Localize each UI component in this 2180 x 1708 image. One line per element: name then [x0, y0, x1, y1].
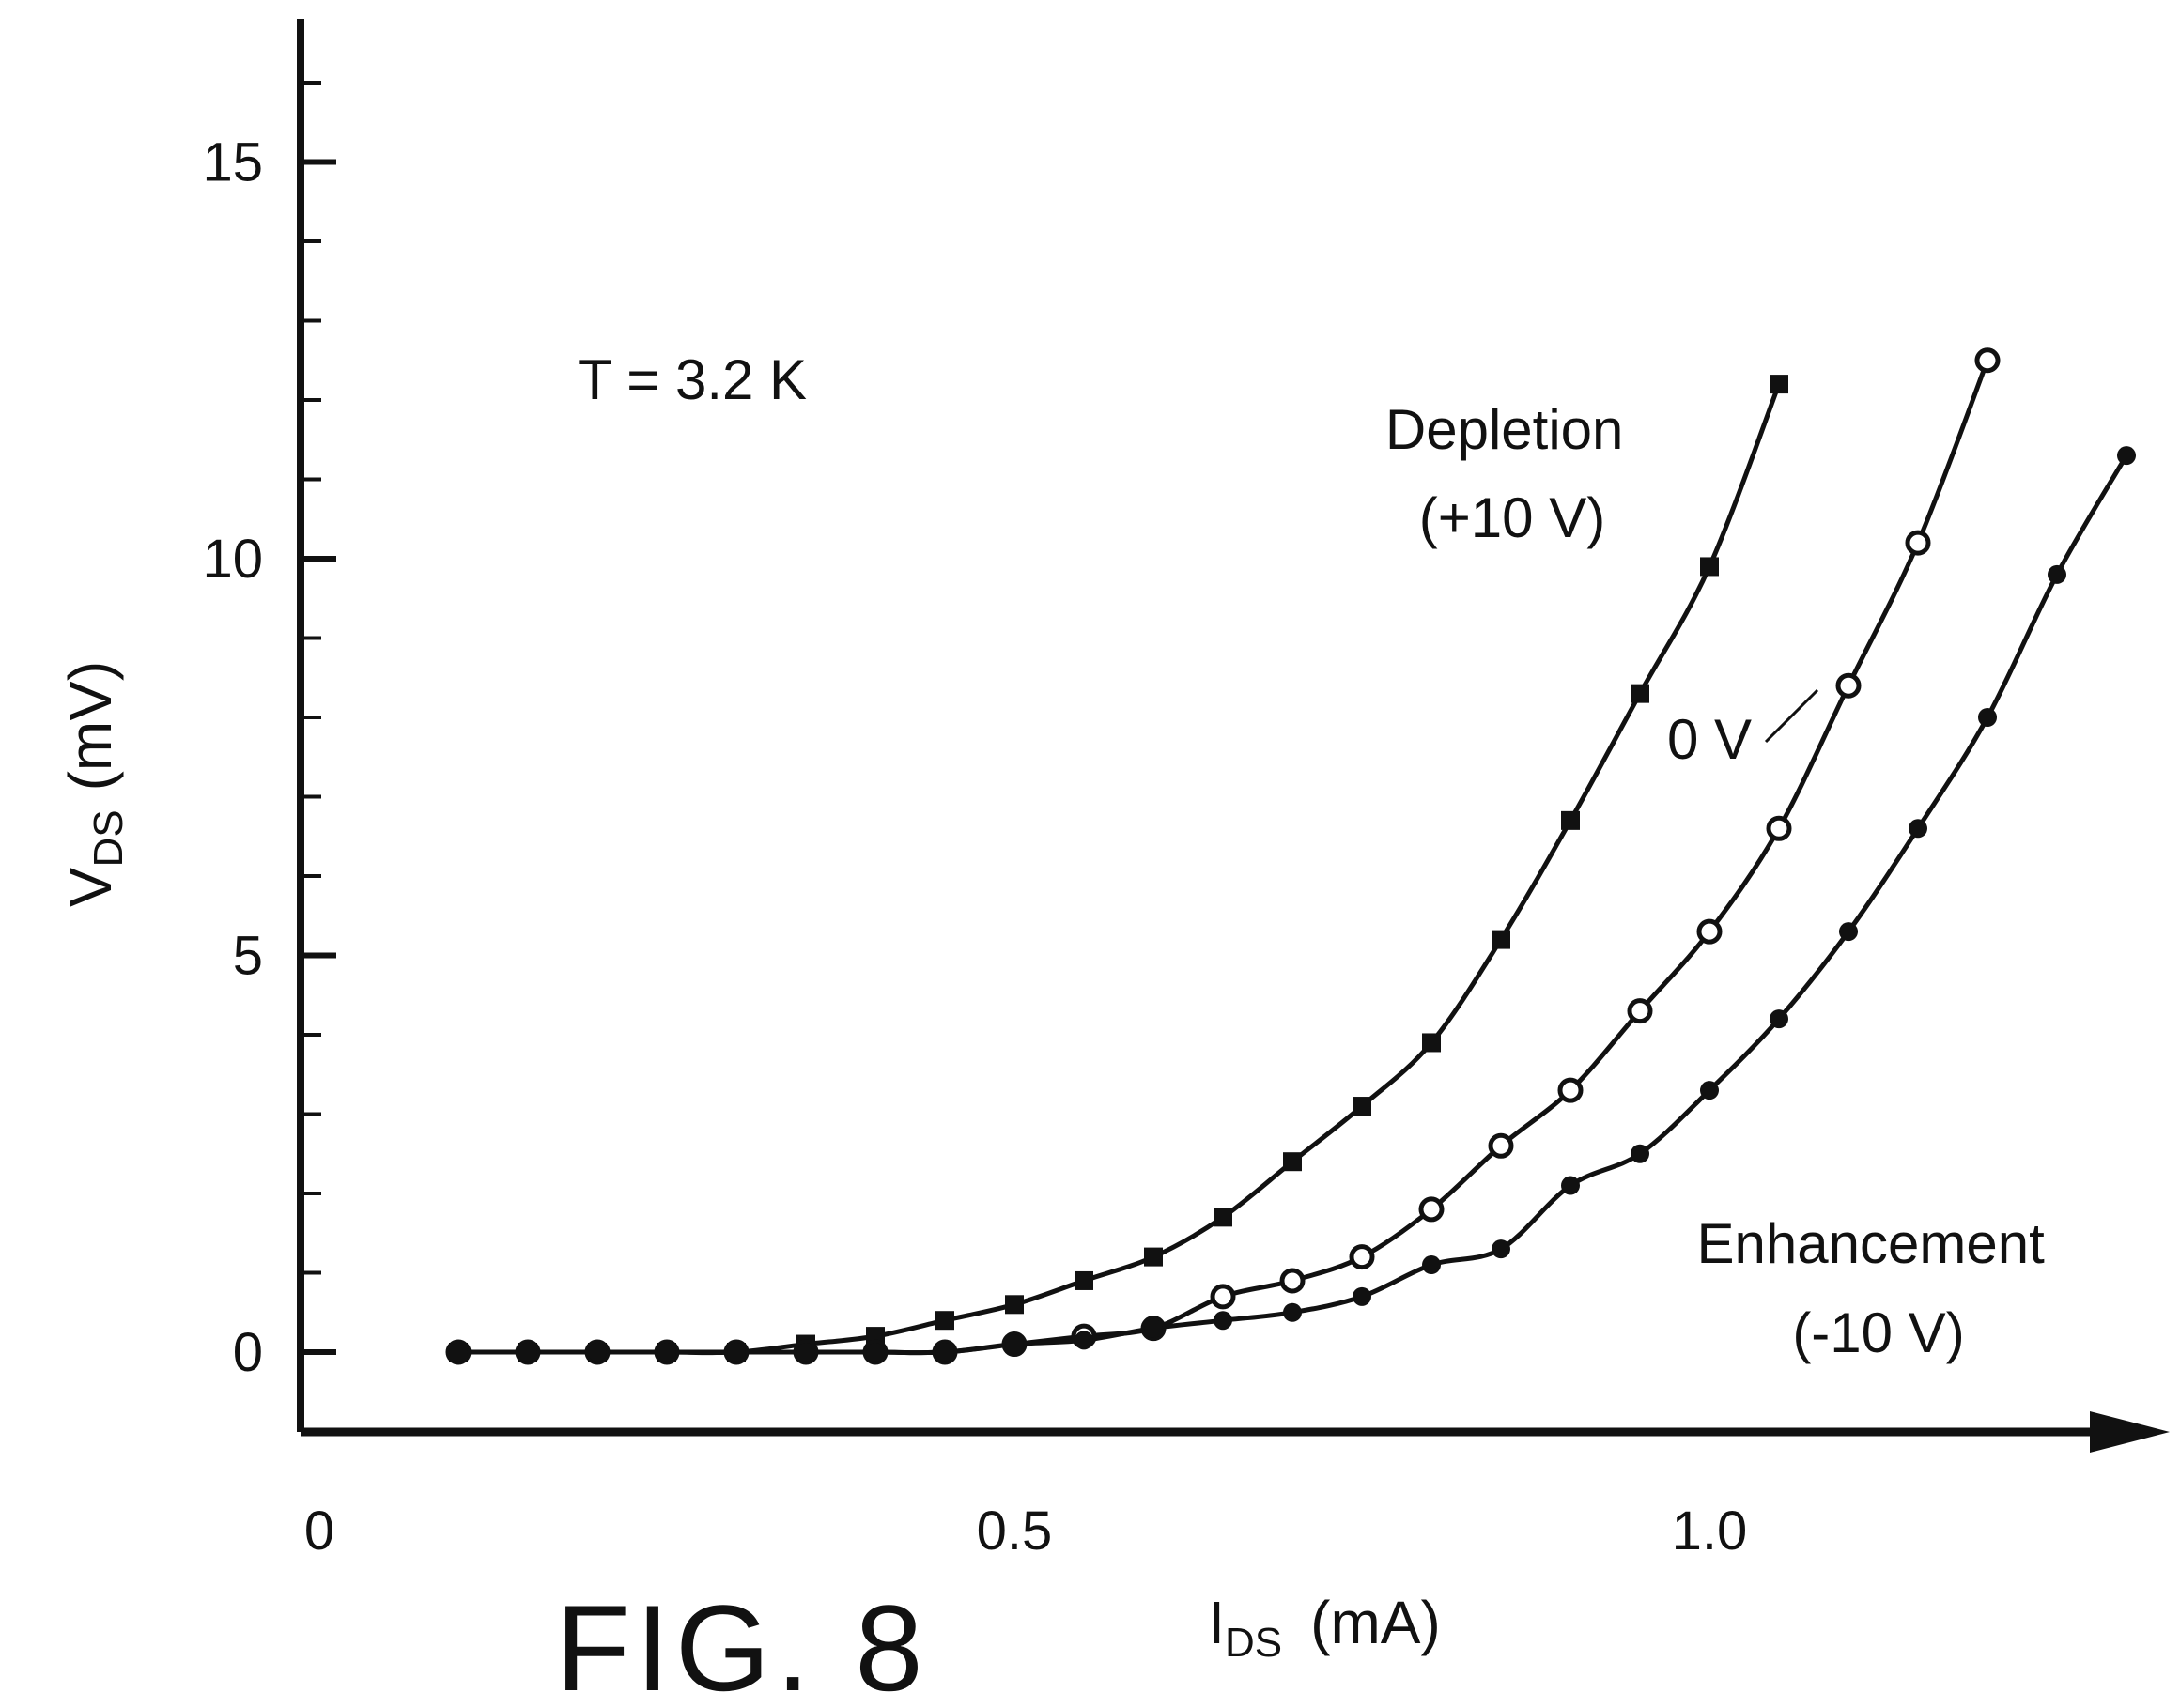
point-zero-bias — [1557, 1077, 1584, 1103]
series-line-zero-bias — [456, 358, 1990, 1356]
series-label-depletion-line2: (+10 V) — [1419, 486, 1605, 549]
x-axis-label: IDS (mA) — [1208, 1589, 1441, 1666]
y-axis-label: VDS (mV) — [56, 661, 131, 907]
point-depletion — [1005, 1295, 1024, 1315]
point-depletion — [1214, 1208, 1232, 1227]
series-label-enhancement-line1: Enhancement — [1697, 1212, 2046, 1275]
x-axis-label-main: I — [1208, 1589, 1225, 1656]
axes — [297, 19, 2170, 1453]
y-axis-label-main: V — [56, 867, 124, 907]
point-depletion — [1422, 1033, 1441, 1053]
point-enhancement — [1144, 1318, 1163, 1338]
x-axis-label-sub: DS — [1225, 1620, 1282, 1666]
series-label-depletion: Depletion (+10 V) — [1385, 398, 1639, 549]
point-enhancement — [1214, 1311, 1232, 1331]
point-depletion — [1144, 1247, 1163, 1267]
point-enhancement — [1005, 1334, 1024, 1354]
markers — [445, 347, 2136, 1365]
point-enhancement — [1909, 819, 1927, 839]
point-enhancement — [1978, 708, 1997, 727]
y-axis-label-unit: (mV) — [56, 661, 124, 792]
point-enhancement — [1631, 1144, 1649, 1163]
temperature-annotation: T = 3.2 K — [578, 348, 807, 411]
point-enhancement — [449, 1343, 468, 1362]
point-zero-bias — [1418, 1196, 1445, 1223]
point-zero-bias — [1974, 347, 2001, 374]
point-enhancement — [1353, 1286, 1371, 1306]
y-tick-label: 0 — [233, 1322, 263, 1383]
y-tick-label: 15 — [202, 132, 263, 193]
y-tick-label: 10 — [202, 529, 263, 590]
point-enhancement — [1700, 1081, 1719, 1100]
point-zero-bias — [1279, 1268, 1306, 1294]
series-label-enhancement-line2: (-10 V) — [1792, 1301, 1964, 1364]
point-zero-bias — [1210, 1284, 1236, 1310]
point-enhancement — [1422, 1255, 1441, 1275]
point-enhancement — [1283, 1302, 1302, 1322]
point-depletion — [935, 1311, 954, 1331]
point-zero-bias — [1488, 1132, 1514, 1159]
x-axis-arrow — [2090, 1411, 2170, 1453]
point-depletion — [1075, 1270, 1093, 1290]
point-depletion — [1283, 1152, 1302, 1172]
x-tick-label: 1.0 — [1672, 1500, 1748, 1562]
point-enhancement — [2117, 446, 2136, 466]
series-label-depletion-line1: Depletion — [1385, 398, 1624, 461]
point-depletion — [1353, 1097, 1371, 1116]
point-zero-bias — [1696, 918, 1723, 945]
point-depletion — [1700, 557, 1719, 577]
point-depletion — [1561, 810, 1580, 830]
x-axis-label-unit: (mA) — [1310, 1589, 1441, 1656]
point-zero-bias — [1627, 998, 1653, 1024]
point-enhancement — [2048, 564, 2066, 584]
point-enhancement — [727, 1343, 746, 1362]
x-tick-label: 0.5 — [977, 1500, 1053, 1562]
point-zero-bias — [1349, 1244, 1375, 1270]
y-axis-label-sub: DS — [85, 809, 131, 867]
point-enhancement — [866, 1343, 885, 1362]
point-zero-bias — [1905, 530, 1931, 556]
point-depletion — [1631, 684, 1649, 703]
point-depletion — [1492, 930, 1510, 949]
curves — [456, 358, 2129, 1356]
point-enhancement — [1561, 1176, 1580, 1195]
y-tick-label: 5 — [233, 926, 263, 987]
point-zero-bias — [1766, 815, 1792, 841]
point-enhancement — [518, 1343, 537, 1362]
point-enhancement — [588, 1343, 607, 1362]
point-enhancement — [1492, 1239, 1510, 1259]
series-label-enhancement: Enhancement (-10 V) — [1697, 1212, 2061, 1364]
point-enhancement — [1839, 922, 1858, 942]
series-label-zero: 0 V — [1667, 708, 1752, 771]
point-enhancement — [657, 1343, 676, 1362]
point-enhancement — [1770, 1009, 1788, 1029]
point-enhancement — [935, 1343, 954, 1362]
point-enhancement — [1075, 1331, 1093, 1350]
figure-label: FIG. 8 — [555, 1579, 928, 1708]
point-zero-bias — [1835, 672, 1862, 699]
axis-ticks: 0 5 10 15 0 0.5 1.0 — [202, 81, 1748, 1562]
x-tick-label: 0 — [304, 1500, 334, 1562]
point-depletion — [1770, 375, 1788, 394]
series-label-zero-leader — [1764, 688, 1819, 744]
point-enhancement — [796, 1343, 815, 1362]
